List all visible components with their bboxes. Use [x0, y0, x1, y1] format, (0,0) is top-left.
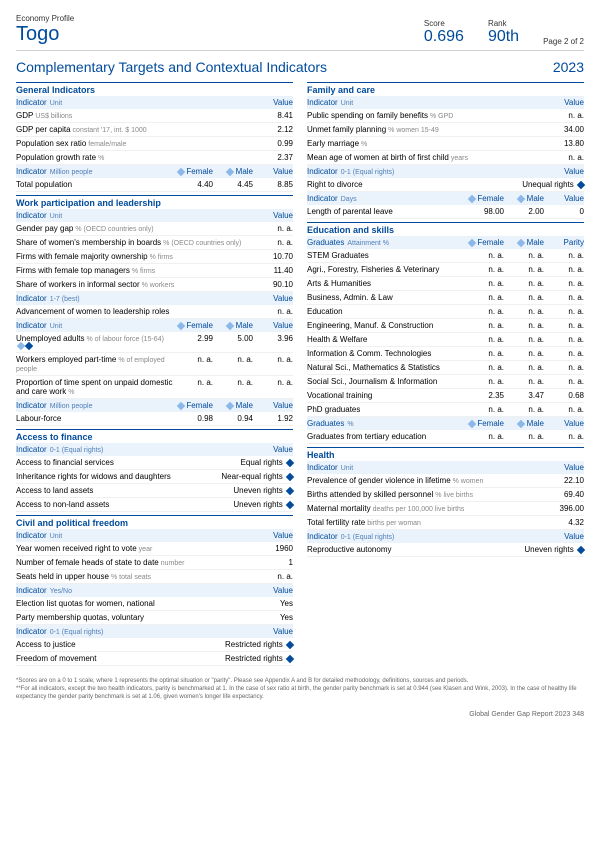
table-row: Access to financial servicesEqual rights	[16, 456, 293, 470]
table-row: GDPUS$ billions8.41	[16, 109, 293, 123]
table-row: Public spending on family benefits% GPDn…	[307, 109, 584, 123]
table-row: Party membership quotas, voluntaryYes	[16, 611, 293, 625]
table-row: Vocational training2.353.470.68	[307, 389, 584, 403]
table-row: PhD graduatesn. a.n. a.n. a.	[307, 403, 584, 417]
table-row: Mean age of women at birth of first chil…	[307, 151, 584, 165]
table-row: Agri., Forestry, Fisheries & Veterinaryn…	[307, 263, 584, 277]
score-value: 0.696	[424, 28, 464, 46]
section-header: Access to finance	[16, 429, 293, 443]
table-row: Advancement of women to leadership roles…	[16, 305, 293, 319]
footnotes: *Scores are on a 0 to 1 scale, where 1 r…	[16, 678, 584, 701]
page-title: Complementary Targets and Contextual Ind…	[16, 59, 327, 75]
section-header: Health	[307, 447, 584, 461]
footer: Global Gender Gap Report 2023 348	[16, 711, 584, 718]
country-name: Togo	[16, 23, 74, 46]
table-row: STEM Graduatesn. a.n. a.n. a.	[307, 249, 584, 263]
table-row: Inheritance rights for widows and daught…	[16, 470, 293, 484]
economy-label: Economy Profile	[16, 14, 74, 23]
score-label: Score	[424, 19, 464, 28]
page-number: Page 2 of 2	[543, 37, 584, 46]
section-header: Civil and political freedom	[16, 515, 293, 529]
table-row: Access to non-land assetsUneven rights	[16, 498, 293, 512]
rank-value: 90th	[488, 28, 519, 46]
table-row: Election list quotas for women, national…	[16, 597, 293, 611]
table-row: Number of female heads of state to daten…	[16, 556, 293, 570]
table-row: Educationn. a.n. a.n. a.	[307, 305, 584, 319]
table-row: Length of parental leave98.002.000	[307, 205, 584, 219]
table-row: Firms with female top managers% firms11.…	[16, 264, 293, 278]
table-row: Gender pay gap% (OECD countries only)n. …	[16, 222, 293, 236]
section-header: Education and skills	[307, 222, 584, 236]
year: 2023	[553, 59, 584, 75]
table-row: Reproductive autonomyUneven rights	[307, 543, 584, 557]
table-row: Year women received right to voteyear196…	[16, 542, 293, 556]
table-row: Population growth rate%2.37	[16, 151, 293, 165]
section-header: General Indicators	[16, 82, 293, 96]
table-row: Share of women's membership in boards% (…	[16, 236, 293, 250]
table-row: Unmet family planning% women 15-4934.00	[307, 123, 584, 137]
table-row: Seats held in upper house% total seatsn.…	[16, 570, 293, 584]
table-row: Total population4.404.458.85	[16, 178, 293, 192]
right-column: Family and careIndicatorUnitValuePublic …	[307, 79, 584, 666]
table-row: Total fertility ratebirths per woman4.32	[307, 516, 584, 530]
left-column: General IndicatorsIndicatorUnitValueGDPU…	[16, 79, 293, 666]
table-row: Prevalence of gender violence in lifetim…	[307, 474, 584, 488]
table-row: Arts & Humanitiesn. a.n. a.n. a.	[307, 277, 584, 291]
table-row: Proportion of time spent on unpaid domes…	[16, 376, 293, 399]
table-row: Workers employed part-time% of employed …	[16, 353, 293, 376]
table-row: Share of workers in informal sector% wor…	[16, 278, 293, 292]
table-row: Information & Comm. Technologiesn. a.n. …	[307, 347, 584, 361]
rank-label: Rank	[488, 19, 519, 28]
table-row: Labour-force0.980.941.92	[16, 412, 293, 426]
page-header: Economy Profile Togo Score 0.696 Rank 90…	[16, 14, 584, 51]
table-row: Freedom of movementRestricted rights	[16, 652, 293, 666]
table-row: Firms with female majority ownership% fi…	[16, 250, 293, 264]
table-row: Unemployed adults% of labour force (15-6…	[16, 332, 293, 353]
table-row: Population sex ratiofemale/male0.99	[16, 137, 293, 151]
table-row: Right to divorceUnequal rights	[307, 178, 584, 192]
table-row: Social Sci., Journalism & Informationn. …	[307, 375, 584, 389]
table-row: Business, Admin. & Lawn. a.n. a.n. a.	[307, 291, 584, 305]
table-row: Births attended by skilled personnel% li…	[307, 488, 584, 502]
table-row: Access to justiceRestricted rights	[16, 638, 293, 652]
table-row: Engineering, Manuf. & Constructionn. a.n…	[307, 319, 584, 333]
section-header: Family and care	[307, 82, 584, 96]
section-header: Work participation and leadership	[16, 195, 293, 209]
table-row: Graduates from tertiary educationn. a.n.…	[307, 430, 584, 444]
table-row: Natural Sci., Mathematics & Statisticsn.…	[307, 361, 584, 375]
table-row: Health & Welfaren. a.n. a.n. a.	[307, 333, 584, 347]
table-row: Access to land assetsUneven rights	[16, 484, 293, 498]
table-row: GDP per capitaconstant '17, int. $ 10002…	[16, 123, 293, 137]
table-row: Maternal mortalitydeaths per 100,000 liv…	[307, 502, 584, 516]
table-row: Early marriage%13.80	[307, 137, 584, 151]
